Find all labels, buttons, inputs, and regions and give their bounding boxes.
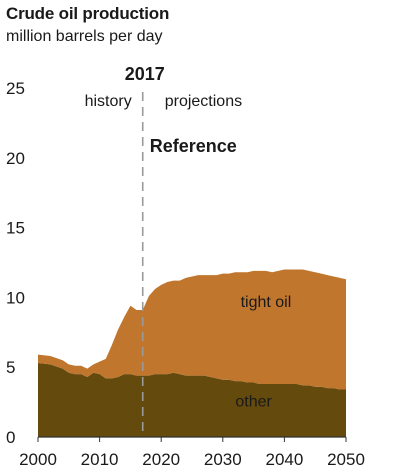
y-tick-label: 25	[6, 79, 25, 98]
x-tick-label: 2020	[142, 450, 180, 469]
y-tick-label: 0	[6, 428, 15, 447]
y-tick-label: 20	[6, 149, 25, 168]
axes-group	[37, 436, 347, 442]
series-label-tight-oil: tight oil	[241, 294, 292, 311]
scenario-label: Reference	[150, 136, 237, 156]
y-tick-label: 10	[6, 288, 25, 307]
chart-title: Crude oil production	[6, 4, 170, 23]
y-tick-label: 15	[6, 219, 25, 238]
divider-year-label: 2017	[125, 64, 165, 84]
series-area-other	[38, 363, 346, 437]
x-tick-label: 2050	[327, 450, 365, 469]
y-tick-label: 5	[6, 358, 15, 377]
tick-labels-group: 2000 2010 2020 2030 2040 2050 0 5 10 15 20 25	[6, 79, 365, 469]
history-label: history	[85, 93, 132, 110]
series-area-tight-oil	[38, 269, 346, 390]
x-tick-label: 2000	[19, 450, 57, 469]
annotations-group: other tight oil 2017 history projections Refe…	[85, 64, 292, 437]
x-tick-label: 2030	[204, 450, 242, 469]
series-label-other: other	[235, 393, 272, 410]
x-tick-label: 2040	[265, 450, 303, 469]
x-tick-label: 2010	[81, 450, 119, 469]
area-series-group	[38, 269, 346, 437]
chart-subtitle: million barrels per day	[6, 28, 163, 45]
projections-label: projections	[165, 93, 242, 110]
